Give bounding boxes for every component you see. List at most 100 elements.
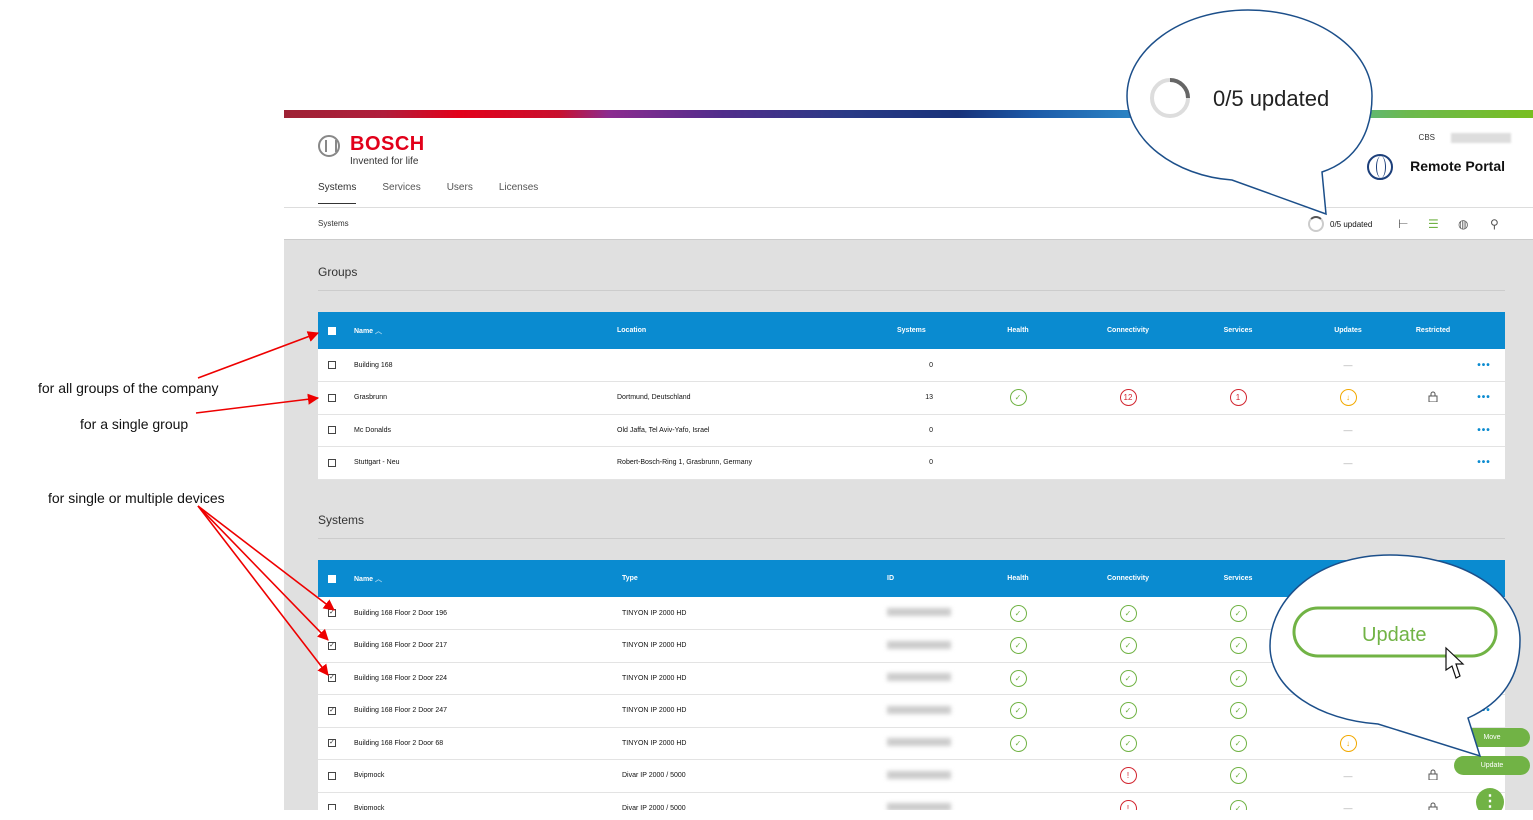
services-status-icon xyxy=(1183,446,1293,480)
systems-table: Name ︿ Type ID Health Connectivity Servi… xyxy=(318,560,1505,810)
lock-icon xyxy=(1403,414,1463,447)
user-menu[interactable] xyxy=(1451,133,1511,143)
row-name[interactable]: Building 168 Floor 2 Door 247 xyxy=(350,694,618,728)
health-status-icon: ✓ xyxy=(963,597,1073,630)
tab-systems[interactable]: Systems xyxy=(318,182,357,204)
search-icon[interactable]: ⚲ xyxy=(1490,217,1499,231)
health-status-icon: ✓ xyxy=(963,381,1073,415)
row-name[interactable]: Bvipmock xyxy=(350,759,618,793)
row-checkbox[interactable] xyxy=(328,458,336,467)
select-all-groups-checkbox[interactable] xyxy=(328,326,336,335)
col-id[interactable]: ID xyxy=(883,560,963,597)
portal-title: Remote Portal xyxy=(1410,158,1505,174)
lock-icon xyxy=(1403,727,1463,760)
row-id-redacted xyxy=(887,608,951,616)
col-services[interactable]: Services xyxy=(1183,560,1293,597)
table-row[interactable]: Building 168 0 — ••• xyxy=(318,349,1505,382)
col-name[interactable]: Name xyxy=(354,327,374,335)
col-connectivity[interactable]: Connectivity xyxy=(1073,560,1183,597)
systems-divider xyxy=(318,538,1505,539)
row-id-redacted xyxy=(887,770,951,779)
tab-services[interactable]: Services xyxy=(382,182,421,193)
company-selector[interactable]: CBS xyxy=(1418,133,1435,142)
row-checkbox[interactable] xyxy=(328,393,336,402)
connectivity-status-icon xyxy=(1073,349,1183,382)
col-updates[interactable]: Updates xyxy=(1293,312,1403,349)
row-id-redacted xyxy=(887,803,951,810)
services-status-icon xyxy=(1183,414,1293,447)
row-name[interactable]: Grasbrunn xyxy=(350,381,613,415)
row-more-menu[interactable]: ••• xyxy=(1477,424,1491,436)
row-more-menu[interactable]: ••• xyxy=(1477,705,1491,717)
services-status-icon: ✓ xyxy=(1183,597,1293,630)
actions-menu-button[interactable]: ⋮ xyxy=(1476,788,1504,810)
table-row[interactable]: Stuttgart - Neu Robert-Bosch-Ring 1, Gras… xyxy=(318,446,1505,480)
row-name[interactable]: Building 168 Floor 2 Door 217 xyxy=(350,629,618,663)
col-services[interactable]: Services xyxy=(1183,312,1293,349)
row-checkbox[interactable] xyxy=(328,706,336,715)
table-row[interactable]: Grasbrunn Dortmund, Deutschland 13 ✓ 12 1 ↓ ••• xyxy=(318,381,1505,415)
row-checkbox[interactable] xyxy=(328,804,336,810)
groups-header-row: Name ︿ Location Systems Health Connectiv… xyxy=(318,312,1505,349)
updates-status-icon xyxy=(1293,694,1403,728)
tab-users[interactable]: Users xyxy=(446,182,473,193)
row-checkbox[interactable] xyxy=(328,674,336,683)
row-more-menu[interactable]: ••• xyxy=(1477,392,1491,404)
row-more-menu[interactable]: ••• xyxy=(1477,359,1491,371)
tab-licenses[interactable]: Licenses xyxy=(498,182,539,193)
row-systems-count: 13 xyxy=(893,381,963,415)
row-name[interactable]: Building 168 Floor 2 Door 224 xyxy=(350,662,618,695)
updates-status-icon: — xyxy=(1293,792,1403,810)
row-name[interactable]: Building 168 Floor 2 Door 68 xyxy=(350,727,618,760)
col-health[interactable]: Health xyxy=(963,312,1073,349)
row-checkbox[interactable] xyxy=(328,609,336,617)
col-health[interactable]: Health xyxy=(963,560,1073,597)
row-checkbox[interactable] xyxy=(328,641,336,650)
services-status-icon: 1 xyxy=(1183,381,1293,415)
row-checkbox[interactable] xyxy=(328,771,336,780)
col-name[interactable]: Name xyxy=(354,575,374,583)
tree-view-icon[interactable]: ⊢ xyxy=(1398,217,1409,231)
lock-icon xyxy=(1403,694,1463,728)
col-restricted[interactable]: Restricted xyxy=(1403,312,1463,349)
row-systems-count: 0 xyxy=(893,446,963,480)
col-systems[interactable]: Systems xyxy=(893,312,963,349)
list-view-icon[interactable]: ☰ xyxy=(1428,217,1439,231)
col-type[interactable]: Type xyxy=(618,560,883,597)
col-location[interactable]: Location xyxy=(613,312,893,349)
health-status-icon: ✓ xyxy=(963,727,1073,760)
row-name[interactable]: Bvipmock xyxy=(350,792,618,810)
row-checkbox[interactable] xyxy=(328,361,336,369)
systems-header-row: Name ︿ Type ID Health Connectivity Servi… xyxy=(318,560,1505,597)
table-row[interactable]: Mc Donalds Old Jaffa, Tel Aviv-Yafo, Isra… xyxy=(318,414,1505,447)
row-type: TINYON IP 2000 HD xyxy=(618,694,883,728)
toolbar: Systems 0/5 updated ⊢ ☰ ◍ ⚲ xyxy=(284,208,1533,240)
row-name[interactable]: Stuttgart - Neu xyxy=(350,446,613,480)
main-nav: Systems Services Users Licenses xyxy=(318,182,538,204)
services-status-icon xyxy=(1183,349,1293,382)
sort-asc-icon[interactable]: ︿ xyxy=(375,327,383,335)
table-row[interactable]: Bvipmock Divar IP 2000 / 5000! ✓ — xyxy=(318,759,1505,793)
connectivity-status-icon xyxy=(1073,414,1183,447)
col-connectivity[interactable]: Connectivity xyxy=(1073,312,1183,349)
updates-status-icon xyxy=(1293,597,1403,630)
row-more-menu[interactable]: ••• xyxy=(1477,457,1491,469)
map-view-icon[interactable]: ◍ xyxy=(1458,217,1469,231)
services-status-icon: ✓ xyxy=(1183,629,1293,663)
table-row[interactable]: Bvipmock Divar IP 2000 / 5000! ✓ — xyxy=(318,792,1505,810)
row-name[interactable]: Building 168 xyxy=(350,349,613,382)
row-name[interactable]: Building 168 Floor 2 Door 196 xyxy=(350,597,618,630)
row-checkbox[interactable] xyxy=(328,426,336,435)
row-checkbox[interactable] xyxy=(328,739,336,748)
row-name[interactable]: Mc Donalds xyxy=(350,414,613,447)
move-button[interactable]: Move xyxy=(1454,728,1530,747)
select-all-systems-checkbox[interactable] xyxy=(328,574,336,583)
breadcrumb[interactable]: Systems xyxy=(318,219,349,228)
sort-asc-icon[interactable]: ︿ xyxy=(375,575,383,583)
update-button[interactable]: Update xyxy=(1454,756,1530,775)
